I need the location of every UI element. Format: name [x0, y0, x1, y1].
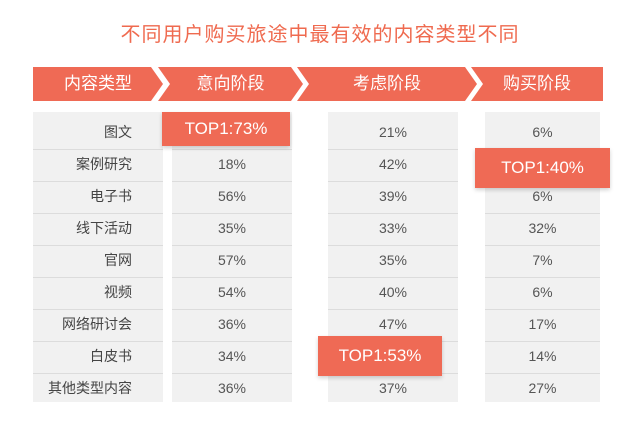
- table-cell: 32%: [528, 220, 557, 236]
- header-content-type-shape: [33, 67, 163, 101]
- header-purchase-stage: 购买阶段: [471, 67, 603, 101]
- row-divider: [485, 277, 600, 278]
- table-cell: 35%: [378, 252, 408, 268]
- header-consider-stage-shape: [297, 67, 477, 101]
- row-divider: [328, 213, 458, 214]
- header-content-type: 内容类型: [33, 67, 163, 101]
- row-divider: [328, 277, 458, 278]
- table-cell: 36%: [217, 316, 247, 332]
- row-divider: [328, 149, 458, 150]
- row-label: 电子书: [90, 188, 132, 204]
- column-background-1: [172, 112, 292, 402]
- row-divider: [33, 341, 163, 342]
- row-label: 图文: [104, 124, 132, 140]
- chart-title: 不同用户购买旅途中最有效的内容类型不同: [120, 24, 520, 46]
- top1-badge: TOP1:53%: [318, 336, 442, 376]
- table-cell: 56%: [217, 188, 247, 204]
- table-cell: 37%: [378, 380, 408, 396]
- row-divider: [485, 213, 600, 214]
- row-divider: [328, 245, 458, 246]
- row-divider: [172, 181, 292, 182]
- top1-badge: TOP1:40%: [475, 148, 610, 188]
- row-divider: [485, 373, 600, 374]
- row-divider: [172, 149, 292, 150]
- row-divider: [33, 213, 163, 214]
- row-divider: [485, 245, 600, 246]
- table-cell: 27%: [528, 380, 557, 396]
- header-purchase-stage-label: 购买阶段: [503, 74, 571, 93]
- row-label: 白皮书: [90, 348, 132, 364]
- row-divider: [485, 341, 600, 342]
- table-cell: 14%: [528, 348, 557, 364]
- row-divider: [33, 181, 163, 182]
- row-divider: [172, 213, 292, 214]
- header-purchase-stage-shape: [471, 67, 603, 101]
- row-divider: [33, 309, 163, 310]
- table-cell: 36%: [217, 380, 247, 396]
- table-cell: 42%: [378, 156, 408, 172]
- table-cell: 6%: [532, 188, 553, 204]
- row-divider: [172, 245, 292, 246]
- table-cell: 35%: [217, 220, 247, 236]
- row-label: 案例研究: [76, 156, 132, 172]
- table-cell: 6%: [532, 124, 553, 140]
- row-label: 视频: [104, 284, 132, 300]
- table-cell: 47%: [378, 316, 408, 332]
- row-divider: [172, 373, 292, 374]
- row-label: 线下活动: [76, 220, 132, 236]
- column-background-0: [33, 112, 163, 402]
- table-cell: 33%: [378, 220, 408, 236]
- row-label: 官网: [104, 252, 132, 268]
- row-divider: [33, 373, 163, 374]
- row-divider: [328, 181, 458, 182]
- table-cell: 7%: [532, 252, 553, 268]
- header-content-type-label: 内容类型: [64, 74, 132, 93]
- table-cell: 40%: [378, 284, 408, 300]
- row-divider: [172, 341, 292, 342]
- row-divider: [172, 277, 292, 278]
- table-cell: 18%: [217, 156, 247, 172]
- row-label: 网络研讨会: [62, 316, 132, 332]
- row-divider: [33, 277, 163, 278]
- header-consider-stage-label: 考虑阶段: [353, 74, 421, 93]
- table-cell: 54%: [217, 284, 247, 300]
- table-cell: 6%: [532, 284, 553, 300]
- header-intent-stage-label: 意向阶段: [196, 74, 265, 93]
- table-cell: 21%: [378, 124, 408, 140]
- header-intent-stage-shape: [158, 67, 303, 101]
- row-divider: [172, 309, 292, 310]
- table-cell: 57%: [217, 252, 247, 268]
- row-divider: [485, 309, 600, 310]
- header-consider-stage: 考虑阶段: [297, 67, 477, 101]
- top1-badge: TOP1:73%: [162, 112, 290, 146]
- table-cell: 34%: [217, 348, 247, 364]
- row-divider: [33, 149, 163, 150]
- row-divider: [328, 309, 458, 310]
- row-divider: [33, 245, 163, 246]
- header-intent-stage: 意向阶段: [158, 67, 303, 101]
- table-cell: 17%: [528, 316, 557, 332]
- row-label: 其他类型内容: [48, 380, 132, 396]
- table-cell: 39%: [378, 188, 408, 204]
